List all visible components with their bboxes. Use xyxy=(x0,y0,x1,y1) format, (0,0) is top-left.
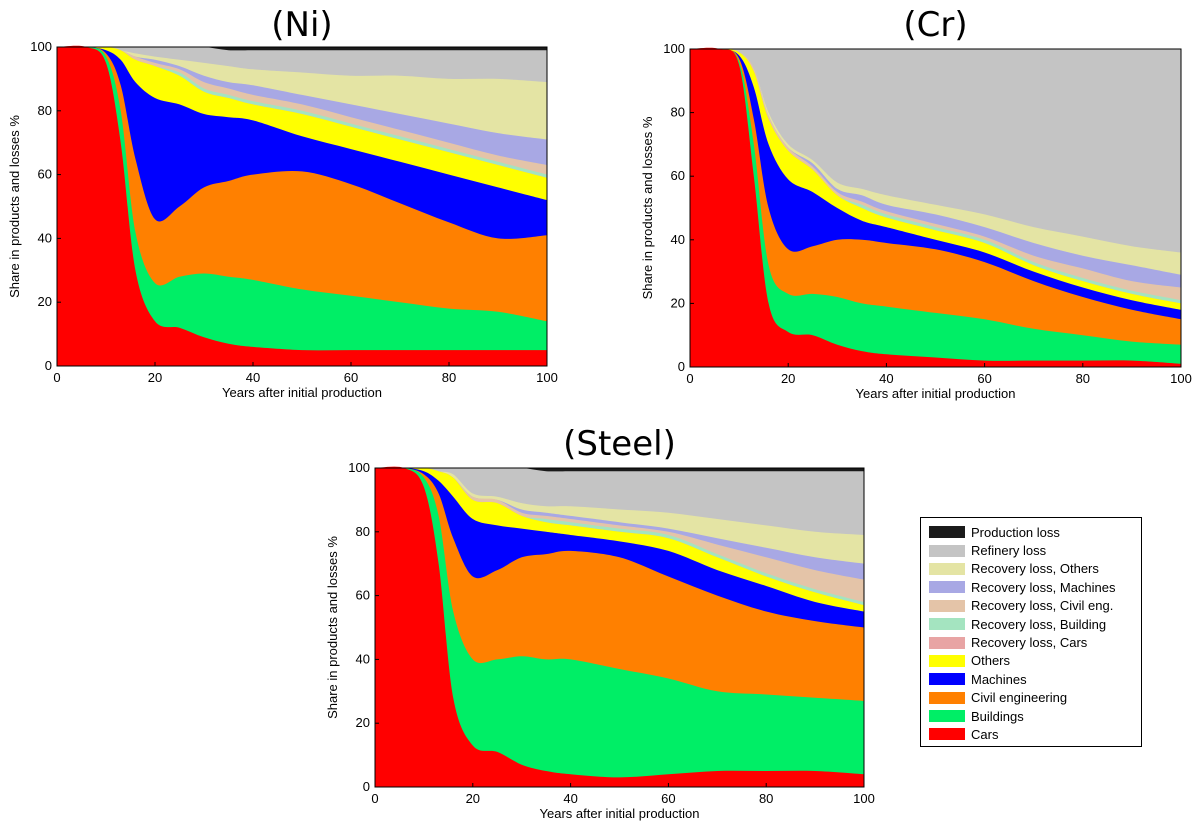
plot-frame xyxy=(689,48,1182,368)
chart-title: (Cr) xyxy=(903,5,967,45)
x-tick-label: 100 xyxy=(853,791,875,806)
x-tick-label: 0 xyxy=(53,370,60,385)
y-tick-label: 80 xyxy=(671,105,685,120)
legend-item: Recovery loss, Others xyxy=(921,560,1141,578)
legend-item: Buildings xyxy=(921,707,1141,725)
legend-label: Civil engineering xyxy=(971,690,1068,706)
plot-frame xyxy=(56,46,548,367)
legend-item: Others xyxy=(921,652,1141,670)
x-tick-label: 20 xyxy=(466,791,480,806)
chart-panel: 0 20 40 60 80 100 0 20 40 60 80 100 (Cr) Years after … xyxy=(640,5,1192,401)
legend-swatch xyxy=(929,728,965,741)
legend-item: Machines xyxy=(921,670,1141,688)
legend-label: Machines xyxy=(971,671,1027,687)
chart-title: (Steel) xyxy=(563,424,676,464)
chart-panel: 0 20 40 60 80 100 0 20 40 60 80 100 (Steel) Years aft… xyxy=(325,424,875,821)
x-tick-label: 100 xyxy=(536,370,558,385)
legend-label: Production loss xyxy=(971,524,1060,540)
y-axis-label: Share in products and losses % xyxy=(7,115,22,298)
legend-swatch xyxy=(929,562,965,575)
legend-label: Others xyxy=(971,653,1011,669)
y-tick-label: 40 xyxy=(356,651,370,666)
legend-item: Recovery loss, Cars xyxy=(921,633,1141,651)
x-tick-label: 20 xyxy=(781,371,795,386)
legend-swatch xyxy=(929,710,965,723)
legend-item: Production loss xyxy=(921,523,1141,541)
legend-label: Recovery loss, Building xyxy=(971,616,1107,632)
x-tick-label: 0 xyxy=(371,791,378,806)
x-tick-label: 60 xyxy=(977,371,991,386)
area-cars xyxy=(57,45,547,367)
x-axis-label: Years after initial production xyxy=(540,806,700,821)
y-axis-label: Share in products and losses % xyxy=(640,116,655,299)
area-civil-engineering xyxy=(690,48,1181,368)
legend-swatch xyxy=(929,599,965,612)
plot-frame xyxy=(374,467,865,788)
x-tick-label: 100 xyxy=(1170,371,1192,386)
y-tick-label: 100 xyxy=(663,41,685,56)
legend-swatch xyxy=(929,691,965,704)
area-cars xyxy=(375,466,864,787)
legend-swatch xyxy=(929,526,965,539)
legend-label: Recovery loss, Others xyxy=(971,561,1099,577)
area-cars xyxy=(690,47,1181,368)
x-axis-label: Years after initial production xyxy=(856,386,1016,401)
chart-panel: 0 20 40 60 80 100 0 20 40 60 80 100 (Ni) Years after … xyxy=(7,5,558,400)
y-tick-label: 20 xyxy=(356,715,370,730)
legend-item: Recovery loss, Civil eng. xyxy=(921,597,1141,615)
legend-swatch xyxy=(929,618,965,631)
x-tick-label: 40 xyxy=(246,370,260,385)
y-tick-label: 60 xyxy=(38,167,52,182)
legend-item: Recovery loss, Building xyxy=(921,615,1141,633)
y-tick-label: 0 xyxy=(678,359,685,374)
x-tick-label: 80 xyxy=(442,370,456,385)
legend-label: Recovery loss, Cars xyxy=(971,635,1088,651)
legend-label: Recovery loss, Machines xyxy=(971,579,1116,595)
legend-label: Buildings xyxy=(971,708,1024,724)
legend-swatch xyxy=(929,544,965,557)
legend: Production loss Refinery loss Recovery l… xyxy=(920,517,1142,747)
legend-item: Cars xyxy=(921,725,1141,743)
y-tick-label: 0 xyxy=(45,358,52,373)
area-buildings xyxy=(375,467,864,787)
y-tick-label: 60 xyxy=(671,168,685,183)
legend-item: Recovery loss, Machines xyxy=(921,578,1141,596)
x-tick-label: 80 xyxy=(759,791,773,806)
y-tick-label: 0 xyxy=(363,779,370,794)
x-tick-label: 40 xyxy=(563,791,577,806)
x-tick-label: 0 xyxy=(686,371,693,386)
legend-swatch xyxy=(929,654,965,667)
area-buildings xyxy=(57,46,547,367)
y-axis-label: Share in products and losses % xyxy=(325,536,340,719)
y-tick-label: 80 xyxy=(38,103,52,118)
x-tick-label: 60 xyxy=(344,370,358,385)
y-tick-label: 40 xyxy=(671,232,685,247)
y-tick-label: 20 xyxy=(671,295,685,310)
chart-title: (Ni) xyxy=(271,5,332,45)
legend-item: Refinery loss xyxy=(921,541,1141,559)
legend-swatch xyxy=(929,581,965,594)
legend-swatch xyxy=(929,636,965,649)
y-tick-label: 80 xyxy=(356,524,370,539)
legend-swatch xyxy=(929,673,965,686)
y-tick-label: 20 xyxy=(38,294,52,309)
y-tick-label: 60 xyxy=(356,588,370,603)
x-tick-label: 80 xyxy=(1076,371,1090,386)
legend-label: Cars xyxy=(971,726,999,742)
x-tick-label: 40 xyxy=(879,371,893,386)
y-tick-label: 40 xyxy=(38,230,52,245)
legend-label: Refinery loss xyxy=(971,543,1047,559)
x-tick-label: 60 xyxy=(661,791,675,806)
legend-item: Civil engineering xyxy=(921,689,1141,707)
x-axis-label: Years after initial production xyxy=(222,385,382,400)
y-tick-label: 100 xyxy=(30,39,52,54)
legend-label: Recovery loss, Civil eng. xyxy=(971,598,1114,614)
x-tick-label: 20 xyxy=(148,370,162,385)
y-tick-label: 100 xyxy=(348,460,370,475)
